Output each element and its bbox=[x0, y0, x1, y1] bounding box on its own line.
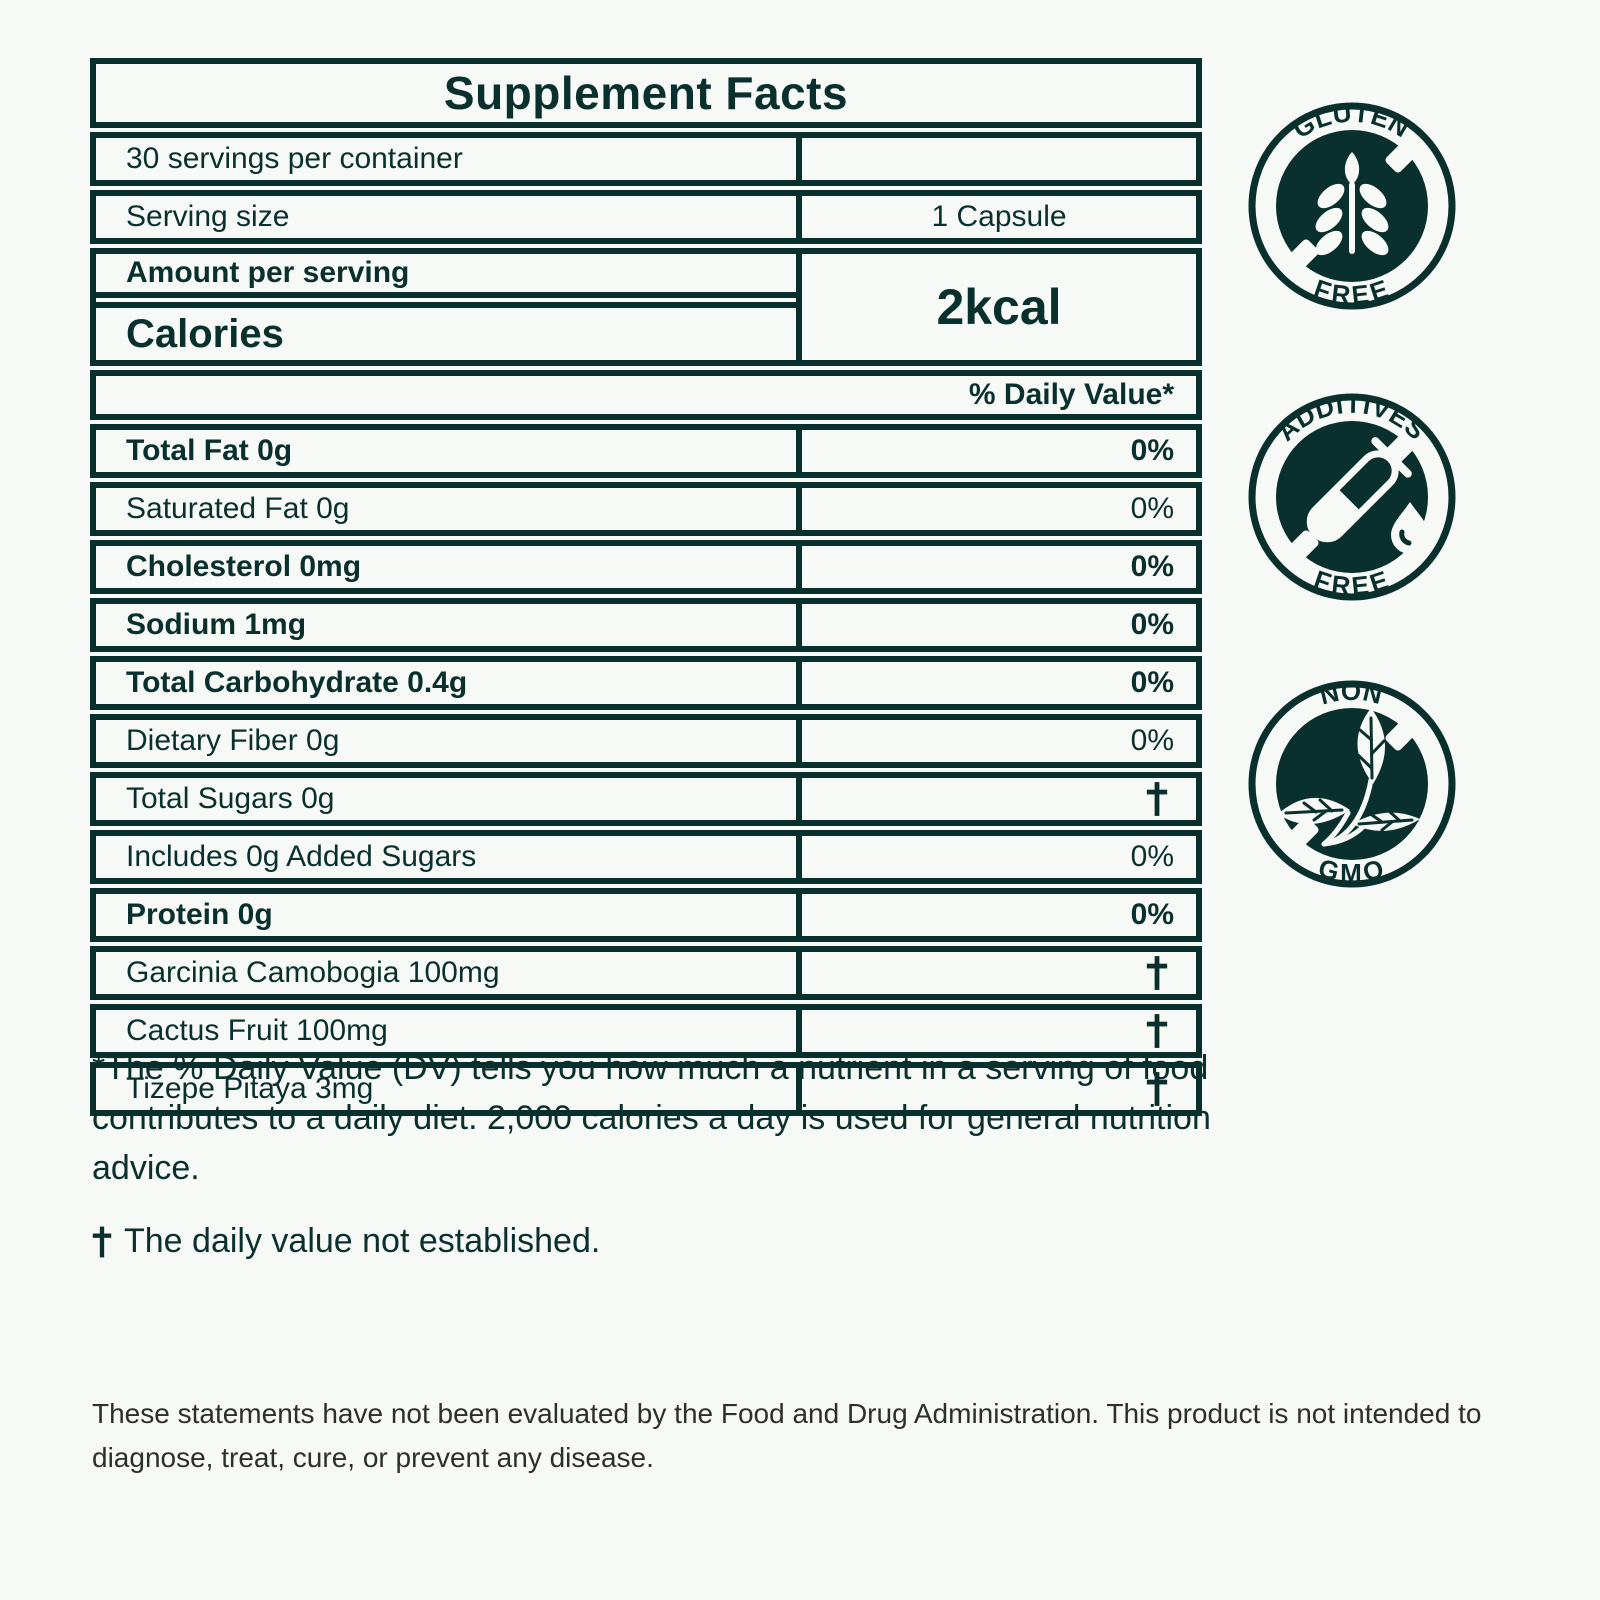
nutrient-daily-value: 0% bbox=[796, 488, 1196, 530]
serving-size-value: 1 Capsule bbox=[796, 196, 1196, 238]
nutrient-row: Dietary Fiber 0g 0% bbox=[90, 714, 1202, 768]
nutrient-rows: Total Fat 0g 0% Saturated Fat 0g 0% Chol… bbox=[90, 424, 1202, 1116]
gluten-free-seal: GLUTEN FREE bbox=[1248, 97, 1456, 310]
servings-per-container-row: 30 servings per container bbox=[90, 132, 1202, 186]
badge-bottom-text: GMO bbox=[1315, 853, 1386, 888]
test-tube-icon bbox=[1306, 437, 1429, 554]
fda-disclaimer: These statements have not been evaluated… bbox=[92, 1398, 1482, 1473]
nutrient-name: Dietary Fiber 0g bbox=[126, 724, 340, 757]
amount-per-serving-label: Amount per serving bbox=[96, 254, 796, 298]
wheat-icon bbox=[1315, 152, 1389, 256]
droplet-icon bbox=[1391, 502, 1429, 554]
nutrient-row: Sodium 1mg 0% bbox=[90, 598, 1202, 652]
supplement-facts-panel: Supplement Facts 30 servings per contain… bbox=[90, 58, 1202, 1116]
dagger-icon bbox=[92, 1226, 112, 1257]
daily-value-footnote: *The % Daily Value (DV) tells you how mu… bbox=[92, 1049, 1211, 1187]
nutrient-name: Total Sugars 0g bbox=[126, 782, 335, 815]
badge-top-text: NON bbox=[1317, 676, 1386, 711]
nutrient-daily-value: 0% bbox=[796, 836, 1196, 878]
nutrient-row: Garcinia Camobogia 100mg bbox=[90, 946, 1202, 1000]
serving-size-row: Serving size 1 Capsule bbox=[90, 190, 1202, 244]
dagger-icon bbox=[1146, 1072, 1168, 1106]
nutrient-daily-value: 0% bbox=[796, 894, 1196, 936]
nutrient-daily-value bbox=[796, 1068, 1196, 1110]
nutrient-row: Tizepe Pitaya 3mg bbox=[90, 1062, 1202, 1116]
nutrient-name: Includes 0g Added Sugars bbox=[126, 840, 477, 873]
nutrient-row: Cactus Fruit 100mg bbox=[90, 1004, 1202, 1058]
nutrient-row: Total Fat 0g 0% bbox=[90, 424, 1202, 478]
dagger-icon bbox=[1146, 1014, 1168, 1048]
nutrient-row: Includes 0g Added Sugars 0% bbox=[90, 830, 1202, 884]
badge-gluten-free: GLUTEN FREE bbox=[1240, 94, 1464, 318]
servings-per-container-label: 30 servings per container bbox=[126, 142, 463, 175]
svg-text:NON: NON bbox=[1317, 676, 1388, 711]
nutrient-daily-value: 0% bbox=[796, 720, 1196, 762]
additives-free-seal: ADDITIVES FREE bbox=[1248, 389, 1456, 601]
nutrient-name: Cactus Fruit 100mg bbox=[126, 1014, 388, 1047]
dagger-icon bbox=[1146, 782, 1168, 816]
leaves-icon bbox=[1278, 708, 1420, 847]
badge-additives-free: ADDITIVES FREE bbox=[1240, 385, 1464, 609]
nutrient-daily-value bbox=[796, 778, 1196, 820]
calories-section-left: Amount per serving Calories bbox=[96, 254, 796, 360]
calories-label: Calories bbox=[96, 302, 796, 360]
not-established-text: The daily value not established. bbox=[124, 1222, 601, 1260]
nutrient-daily-value bbox=[796, 952, 1196, 994]
nutrient-row: Protein 0g 0% bbox=[90, 888, 1202, 942]
nutrient-name: Protein 0g bbox=[126, 898, 273, 931]
nutrient-name: Saturated Fat 0g bbox=[126, 492, 350, 525]
calories-value: 2kcal bbox=[796, 254, 1196, 360]
nutrient-daily-value bbox=[796, 1010, 1196, 1052]
svg-text:GMO: GMO bbox=[1315, 853, 1388, 888]
not-established-note: The daily value not established. bbox=[92, 1222, 600, 1261]
daily-value-header: % Daily Value* bbox=[90, 370, 1202, 420]
nutrient-row: Cholesterol 0mg 0% bbox=[90, 540, 1202, 594]
nutrient-daily-value: 0% bbox=[796, 604, 1196, 646]
badge-non-gmo: NON GMO bbox=[1240, 672, 1464, 896]
nutrient-name: Sodium 1mg bbox=[126, 608, 307, 641]
nutrient-row: Saturated Fat 0g 0% bbox=[90, 482, 1202, 536]
panel-title: Supplement Facts bbox=[443, 67, 849, 119]
nutrient-name: Tizepe Pitaya 3mg bbox=[126, 1072, 374, 1105]
nutrient-daily-value: 0% bbox=[796, 430, 1196, 472]
nutrient-name: Garcinia Camobogia 100mg bbox=[126, 956, 500, 989]
nutrient-name: Total Fat 0g bbox=[126, 434, 293, 467]
nutrient-name: Cholesterol 0mg bbox=[126, 550, 362, 583]
calories-section: Amount per serving Calories 2kcal bbox=[90, 248, 1202, 366]
nutrient-row: Total Sugars 0g bbox=[90, 772, 1202, 826]
nutrient-name: Total Carbohydrate 0.4g bbox=[126, 666, 468, 699]
non-gmo-seal: NON GMO bbox=[1248, 676, 1456, 888]
dagger-icon bbox=[1146, 956, 1168, 990]
nutrient-row: Total Carbohydrate 0.4g 0% bbox=[90, 656, 1202, 710]
servings-per-container-value-empty bbox=[796, 138, 1196, 180]
nutrient-daily-value: 0% bbox=[796, 662, 1196, 704]
panel-title-box: Supplement Facts bbox=[90, 58, 1202, 128]
nutrient-daily-value: 0% bbox=[796, 546, 1196, 588]
serving-size-label: Serving size bbox=[126, 200, 290, 233]
